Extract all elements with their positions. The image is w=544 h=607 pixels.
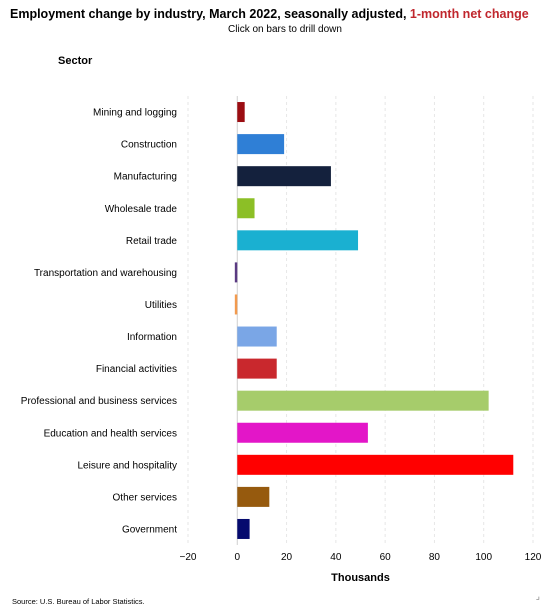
chart-title-highlight: 1-month net change xyxy=(409,7,529,21)
resize-handle-icon: ⌟ xyxy=(535,591,540,601)
category-label: Utilities xyxy=(145,300,177,311)
category-label: Leisure and hospitality xyxy=(77,460,177,471)
bar-transportation-and-warehousing[interactable] xyxy=(234,262,238,283)
bar-retail-trade[interactable] xyxy=(237,230,359,251)
category-labels: Mining and logging Construction Manufactur… xyxy=(21,108,178,536)
category-label: Other services xyxy=(113,492,177,503)
x-tick-label: 60 xyxy=(380,552,392,563)
category-label: Information xyxy=(127,332,177,343)
category-label: Construction xyxy=(121,140,177,151)
x-tick-label: 20 xyxy=(281,552,293,563)
source-note: Source: U.S. Bureau of Labor Statistics. xyxy=(12,597,145,606)
x-tick-label: −20 xyxy=(180,552,197,563)
x-tick-label: 100 xyxy=(475,552,492,563)
category-label: Retail trade xyxy=(126,236,178,247)
bar-manufacturing[interactable] xyxy=(237,166,331,187)
category-label: Financial activities xyxy=(96,364,177,375)
category-label: Education and health services xyxy=(44,428,177,439)
chart-title-main: Employment change by industry, March 202… xyxy=(10,7,410,21)
bar-leisure-and-hospitality[interactable] xyxy=(237,454,514,475)
x-tick-label: 80 xyxy=(429,552,441,563)
bar-professional-and-business-services[interactable] xyxy=(237,390,489,411)
category-label: Mining and logging xyxy=(93,108,177,119)
category-label: Government xyxy=(122,524,177,535)
chart-subtitle: Click on bars to drill down xyxy=(228,24,342,35)
x-tick-label: 40 xyxy=(330,552,342,563)
bar-wholesale-trade[interactable] xyxy=(237,198,255,219)
category-label: Transportation and warehousing xyxy=(34,268,177,279)
bar-mining-and-logging[interactable] xyxy=(237,102,245,123)
bar-government[interactable] xyxy=(237,518,250,539)
x-tick-label: 120 xyxy=(525,552,542,563)
bar-utilities[interactable] xyxy=(234,294,238,315)
bar-education-and-health-services[interactable] xyxy=(237,422,368,443)
bar-other-services[interactable] xyxy=(237,486,270,507)
x-tick-labels: −20 0 20 40 60 80 100 120 xyxy=(180,552,542,563)
bar-information[interactable] xyxy=(237,326,277,347)
grid-lines xyxy=(187,96,534,545)
category-label: Manufacturing xyxy=(114,172,177,183)
chart-title: Employment change by industry, March 202… xyxy=(10,7,529,21)
category-label: Professional and business services xyxy=(21,396,177,407)
x-tick-label: 0 xyxy=(235,552,241,563)
x-axis-title: Thousands xyxy=(331,572,390,584)
category-axis-title: Sector xyxy=(58,55,93,67)
category-label: Wholesale trade xyxy=(105,204,178,215)
bars xyxy=(234,102,514,539)
bar-financial-activities[interactable] xyxy=(237,358,277,379)
bar-construction[interactable] xyxy=(237,134,285,155)
